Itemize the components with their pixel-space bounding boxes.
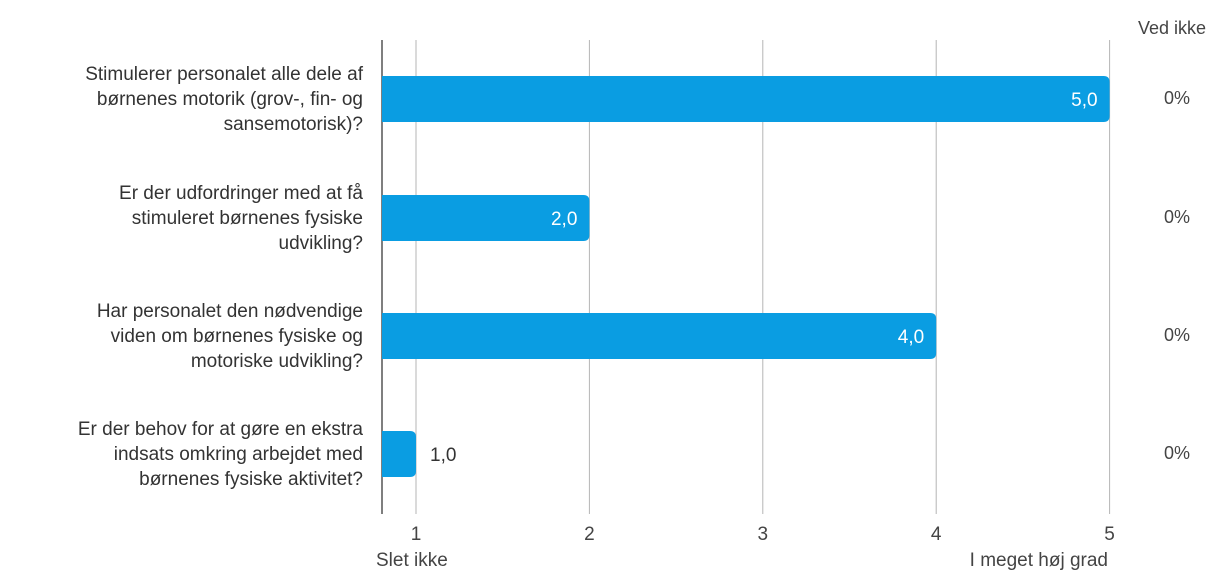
category-label-line: Er der udfordringer med at få	[119, 182, 363, 204]
category-label-line: viden om børnenes fysiske og	[110, 325, 363, 347]
category-label-line: Har personalet den nødvendige	[96, 300, 363, 322]
ved-ikke-value-3: 0%	[1164, 325, 1191, 345]
x-tick-label-4: 4	[930, 524, 942, 545]
bar-value-label-4: 1,0	[430, 445, 456, 466]
ved-ikke-value-2: 0%	[1164, 207, 1191, 227]
category-label-line: udvikling?	[278, 232, 364, 254]
bar-2	[382, 195, 590, 241]
category-label-line: sansemotorisk)?	[223, 113, 363, 135]
category-label-3: Har personalet den nødvendige viden om bø…	[3, 299, 363, 374]
category-label-line: Er der behov for at gøre en ekstra	[77, 418, 363, 440]
category-label-line: indsats omkring arbejdet med	[113, 443, 363, 465]
category-label-2: Er der udfordringer med at få stimuleret …	[3, 181, 363, 256]
x-tick-label-3: 3	[757, 524, 769, 545]
category-label-4: Er der behov for at gøre en ekstra indsat…	[3, 417, 363, 492]
bar-1	[382, 76, 1110, 122]
ved-ikke-header: Ved ikke	[1138, 18, 1207, 38]
bar-3	[382, 313, 937, 359]
ved-ikke-value-1: 0%	[1164, 88, 1191, 108]
category-label-line: børnenes motorik (grov-, fin- og	[96, 88, 363, 110]
bar-value-label-2: 2,0	[551, 209, 577, 230]
x-tick-label-5: 5	[1104, 524, 1115, 545]
bar-value-label-3: 4,0	[898, 327, 924, 348]
x-min-label: Slet ikke	[376, 550, 448, 571]
category-label-1: Stimulerer personalet alle dele af børnen…	[3, 62, 363, 137]
x-tick-label-1: 1	[410, 524, 422, 545]
x-tick-label-2: 2	[584, 524, 595, 545]
category-label-line: stimuleret børnenes fysiske	[131, 207, 363, 229]
x-max-label: I meget høj grad	[969, 550, 1108, 571]
category-label-line: motoriske udvikling?	[190, 350, 363, 372]
ved-ikke-value-4: 0%	[1164, 443, 1191, 463]
category-label-line: Stimulerer personalet alle dele af	[85, 63, 363, 85]
category-label-line: børnenes fysiske aktivitet?	[139, 468, 363, 490]
bar-4	[382, 431, 416, 477]
bar-value-label-1: 5,0	[1071, 90, 1097, 111]
